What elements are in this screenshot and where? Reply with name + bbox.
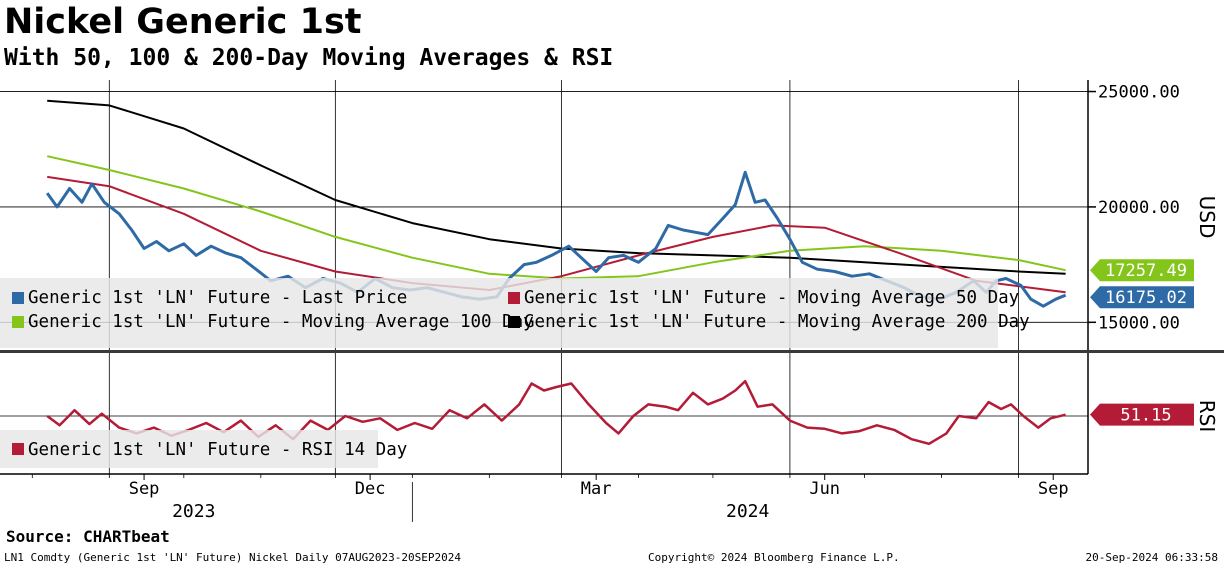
legend-swatch: [12, 443, 24, 455]
y-tick-label: 20000.00: [1098, 198, 1180, 218]
legend-swatch: [12, 316, 24, 328]
x-tick-label: Sep: [129, 479, 160, 499]
x-year-label: 2024: [726, 501, 769, 522]
legend-label: Generic 1st 'LN' Future - Moving Average…: [28, 312, 534, 332]
panel-separator: [0, 350, 1224, 353]
x-tick-label: Dec: [355, 479, 386, 499]
y-tick-label: 15000.00: [1098, 313, 1180, 333]
chart-subtitle: With 50, 100 & 200-Day Moving Averages &…: [4, 45, 614, 71]
price-value-tag: [1090, 286, 1194, 309]
x-tick-label: Sep: [1038, 479, 1069, 499]
ma100-value-tag: [1090, 259, 1194, 282]
legend-box: [0, 278, 998, 348]
legend-swatch: [508, 292, 520, 304]
legend-swatch: [12, 292, 24, 304]
rsi-value-tag-label: 51.15: [1120, 406, 1171, 426]
series-line: [47, 99, 1066, 275]
source-note: Source: CHARTbeat: [6, 527, 170, 546]
y-tick-label: 25000.00: [1098, 83, 1180, 103]
legend-label: Generic 1st 'LN' Future - Moving Average…: [524, 288, 1019, 308]
x-tick-label: Mar: [581, 479, 612, 499]
legend-box-rsi: [0, 430, 378, 468]
legend-label: Generic 1st 'LN' Future - Moving Average…: [524, 312, 1030, 332]
rsi-axis-label: RSI: [1195, 400, 1219, 433]
y-axis-label: USD: [1195, 196, 1219, 239]
x-year-label: 2023: [172, 501, 215, 522]
timestamp: 20-Sep-2024 06:33:58: [1085, 551, 1218, 564]
price-value-tag-label: 16175.02: [1105, 288, 1187, 308]
rsi-value-tag: [1090, 403, 1194, 426]
x-tick-label: Jun: [809, 479, 840, 499]
chart-title: Nickel Generic 1st: [4, 2, 362, 42]
series-line: [46, 155, 1066, 280]
legend-swatch: [508, 316, 520, 328]
legend-label: Generic 1st 'LN' Future - Last Price: [28, 288, 407, 308]
copyright: Copyright© 2024 Bloomberg Finance L.P.: [648, 551, 900, 564]
ma100-value-tag-label: 17257.49: [1105, 261, 1187, 281]
series-line: [47, 175, 1066, 294]
legend-label: Generic 1st 'LN' Future - RSI 14 Day: [28, 440, 407, 460]
ticker-info: LN1 Comdty (Generic 1st 'LN' Future) Nic…: [4, 551, 461, 564]
